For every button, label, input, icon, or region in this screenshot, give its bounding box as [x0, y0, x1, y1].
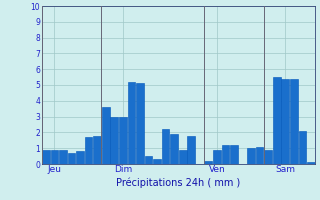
Bar — [221, 145, 229, 164]
Bar — [188, 136, 195, 164]
Bar — [51, 150, 58, 164]
Bar — [102, 107, 109, 164]
Bar — [68, 153, 76, 164]
Bar — [162, 129, 169, 164]
Bar — [85, 137, 92, 164]
Bar — [110, 117, 118, 164]
Bar — [119, 117, 127, 164]
Bar — [76, 151, 84, 164]
Bar — [93, 136, 101, 164]
Bar — [213, 150, 221, 164]
Bar — [247, 148, 255, 164]
Bar — [230, 145, 238, 164]
Bar — [145, 156, 152, 164]
Bar — [264, 150, 272, 164]
Bar — [290, 79, 298, 164]
Bar — [170, 134, 178, 164]
Bar — [153, 159, 161, 164]
Bar — [281, 79, 289, 164]
Bar — [59, 150, 67, 164]
Bar — [204, 161, 212, 164]
Bar — [273, 77, 281, 164]
Bar — [179, 150, 187, 164]
Bar — [307, 162, 315, 164]
Bar — [256, 147, 263, 164]
Bar — [128, 82, 135, 164]
Bar — [136, 83, 144, 164]
Bar — [42, 150, 50, 164]
Bar — [299, 131, 306, 164]
X-axis label: Précipitations 24h ( mm ): Précipitations 24h ( mm ) — [116, 177, 241, 188]
